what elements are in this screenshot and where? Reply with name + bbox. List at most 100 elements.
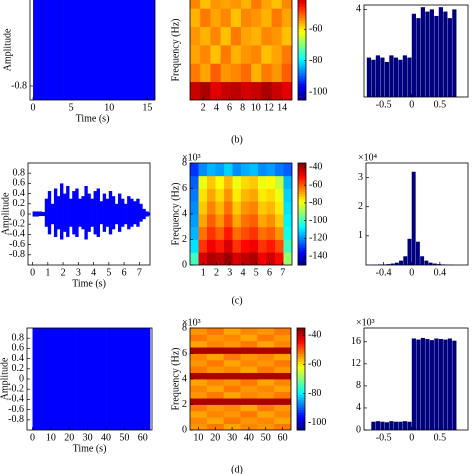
- y-tick-label: 2: [182, 399, 187, 410]
- colorbar-band: [298, 191, 306, 195]
- colorbar-band: [297, 333, 305, 337]
- x-tick-label: 0: [30, 267, 35, 278]
- x-tick-label: 2: [61, 267, 66, 278]
- spectrogram-cell: [251, 26, 262, 46]
- colorbar-band: [298, 36, 306, 40]
- wave-segment: [47, 328, 63, 430]
- wave-segment: [99, 201, 104, 225]
- colorbar-tick-label: -100: [309, 86, 327, 97]
- wave-segment: [135, 328, 151, 430]
- y-tick-label: -0.8: [11, 80, 27, 91]
- histogram-bar: [393, 421, 398, 430]
- x-tick-label: 20: [64, 432, 74, 443]
- x-tick-label: 60: [278, 432, 288, 443]
- colorbar-band: [298, 61, 306, 65]
- spectrogram-cell: [251, 0, 262, 9]
- spectrogram-cell: [258, 239, 267, 253]
- colorbar-band: [298, 183, 306, 187]
- spectrogram-cell: [223, 423, 241, 430]
- spectrogram-cell: [258, 201, 267, 215]
- spectrogram-cell: [220, 26, 232, 46]
- y-tick-label: 2: [358, 201, 363, 212]
- spectrogram-cell: [206, 340, 225, 348]
- axes-frame: [189, 0, 293, 101]
- histogram-bar: [429, 9, 434, 97]
- spectrogram-cell: [241, 239, 250, 253]
- plot-area: [32, 183, 150, 240]
- x-tick-label: 4: [214, 102, 219, 113]
- spectrogram-cell: [251, 63, 262, 83]
- y-tick-label: 0.8: [13, 167, 26, 178]
- wave-segment: [148, 212, 150, 216]
- spectrogram-cell: [230, 63, 242, 83]
- colorbar-band: [298, 226, 306, 230]
- spectrogram-cell: [190, 239, 199, 253]
- colorbar-band: [298, 259, 306, 263]
- panel: -0.4 0 0.4 1 2 3 ×10⁴: [358, 152, 469, 278]
- colorbar-band: [298, 214, 306, 218]
- x-tick-label: 0.5: [434, 99, 447, 110]
- colorbar-frame: [297, 0, 307, 101]
- y-tick-label: 6: [182, 183, 187, 194]
- x-tick-label: 6: [227, 102, 232, 113]
- spectrogram-cell: [190, 347, 208, 354]
- histogram-bar: [434, 338, 439, 430]
- spectrogram-cell: [190, 391, 208, 399]
- spectrogram-cell: [271, 0, 283, 9]
- x-tick-label: 60: [138, 432, 148, 443]
- colorbar-band: [298, 229, 306, 233]
- colorbar-band: [298, 56, 306, 60]
- panel-label: (c): [231, 295, 242, 306]
- colorbar-band: [298, 234, 306, 238]
- spectrogram-cell: [266, 175, 276, 189]
- spectrogram-cell: [258, 252, 267, 265]
- spectrogram-cell: [215, 252, 225, 265]
- axes-frame: [365, 162, 469, 266]
- y-tick-label: 4: [182, 373, 187, 384]
- colorbar-band: [298, 216, 306, 220]
- spectrogram-cell: [232, 214, 242, 228]
- spectrogram-cell: [232, 239, 242, 253]
- wave-segment: [93, 191, 97, 235]
- x-axis-label: Time (s): [72, 278, 106, 289]
- spectrogram-cell: [281, 63, 292, 83]
- colorbar-tick-label: -140: [309, 250, 327, 261]
- spectrogram-cell: [220, 45, 232, 64]
- colorbar-tick-label: -80: [308, 388, 321, 399]
- colorbar-band: [297, 417, 305, 421]
- wave-segment: [87, 193, 91, 232]
- colorbar-band: [298, 45, 306, 49]
- spectrogram-cell: [257, 353, 275, 361]
- spectrogram-cell: [230, 8, 242, 28]
- colorbar-band: [297, 363, 305, 367]
- spectrogram-cell: [240, 398, 258, 405]
- histogram-bar: [371, 421, 376, 430]
- spectrogram-cell: [223, 334, 241, 342]
- colorbar-tick-label: -100: [308, 417, 326, 428]
- colorbar-band: [297, 330, 305, 334]
- wave-segment: [47, 191, 52, 235]
- spectrogram-cell: [274, 366, 291, 374]
- histogram-bar: [411, 338, 416, 430]
- spectrogram-cell: [224, 175, 233, 189]
- colorbar-band: [298, 78, 306, 82]
- spectrogram-cell: [210, 45, 221, 64]
- spectrogram-cell: [190, 379, 208, 386]
- colorbar-band: [297, 338, 305, 342]
- spectrogram-cell: [215, 239, 225, 253]
- colorbar-band: [298, 47, 306, 51]
- y-tick-label: 0: [19, 373, 24, 384]
- spectrogram-cell: [271, 26, 283, 46]
- spectrogram-cell: [190, 8, 201, 28]
- colorbar-band: [297, 343, 305, 347]
- histogram-bar: [389, 421, 394, 430]
- colorbar-band: [298, 206, 306, 210]
- x-tick-label: 7: [137, 267, 142, 278]
- spectrogram-cell: [266, 252, 276, 265]
- spectrogram-cell: [261, 26, 272, 46]
- spectrogram-cell: [223, 391, 241, 399]
- plot-area: [190, 328, 291, 430]
- histogram-bar: [424, 260, 429, 265]
- spectrogram-cell: [249, 188, 259, 202]
